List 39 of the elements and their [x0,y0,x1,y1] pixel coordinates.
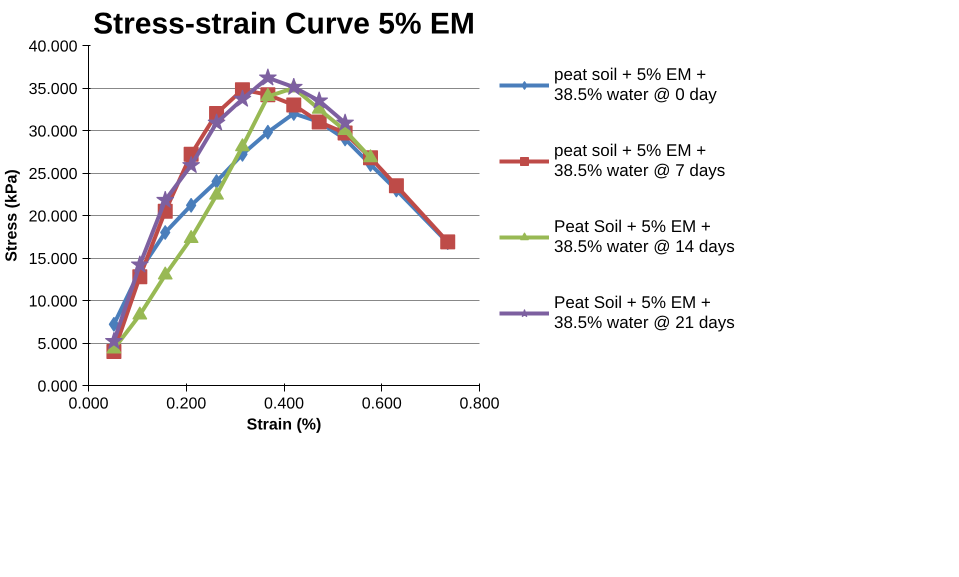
y-tick-label: 30.000 [28,124,78,140]
y-tick-label: 25.000 [28,166,78,183]
point [104,332,123,350]
point [156,190,174,208]
point [211,174,222,189]
point [312,114,327,130]
y-tick-label: 15.000 [28,251,78,268]
point [108,316,120,332]
x-tick-label: 0.200 [166,396,206,412]
y-tick-label: 40.000 [28,38,78,56]
point [262,124,274,140]
point [186,198,196,213]
y-tick-label: 10.000 [28,294,78,310]
point [388,178,404,194]
x-tick-label: 0.000 [68,396,109,412]
point [207,113,226,131]
y-tick-label: 5.000 [37,336,78,353]
legend-label: peat soil + 5% EM + 38.5% water @ 0 day [554,65,717,105]
point [286,98,302,112]
y-tick-label: 0.000 [37,378,78,396]
point [440,234,456,250]
point [310,91,328,109]
y-axis-title: Stress (kPa) [4,169,21,262]
point [182,156,200,174]
x-tick-label: 0.800 [459,396,500,412]
legend-label: Peat Soil + 5% EM + 38.5% water @ 14 days [554,217,735,257]
point [130,255,149,273]
point [258,68,277,86]
y-tick-label: 35.000 [28,81,78,98]
point [160,225,170,240]
chart-title: Stress-strain Curve 5% EM [93,8,475,40]
x-tick-label: 0.400 [264,396,304,412]
legend-label: peat soil + 5% EM + 38.5% water @ 7 days [554,141,726,181]
point [233,90,252,107]
legend-label: Peat Soil + 5% EM + 38.5% water @ 21 days [554,293,735,333]
point [336,113,354,131]
x-tick-label: 0.600 [362,396,402,412]
y-tick-label: 20.000 [28,208,78,226]
x-axis-title: Strain (%) [246,416,322,434]
